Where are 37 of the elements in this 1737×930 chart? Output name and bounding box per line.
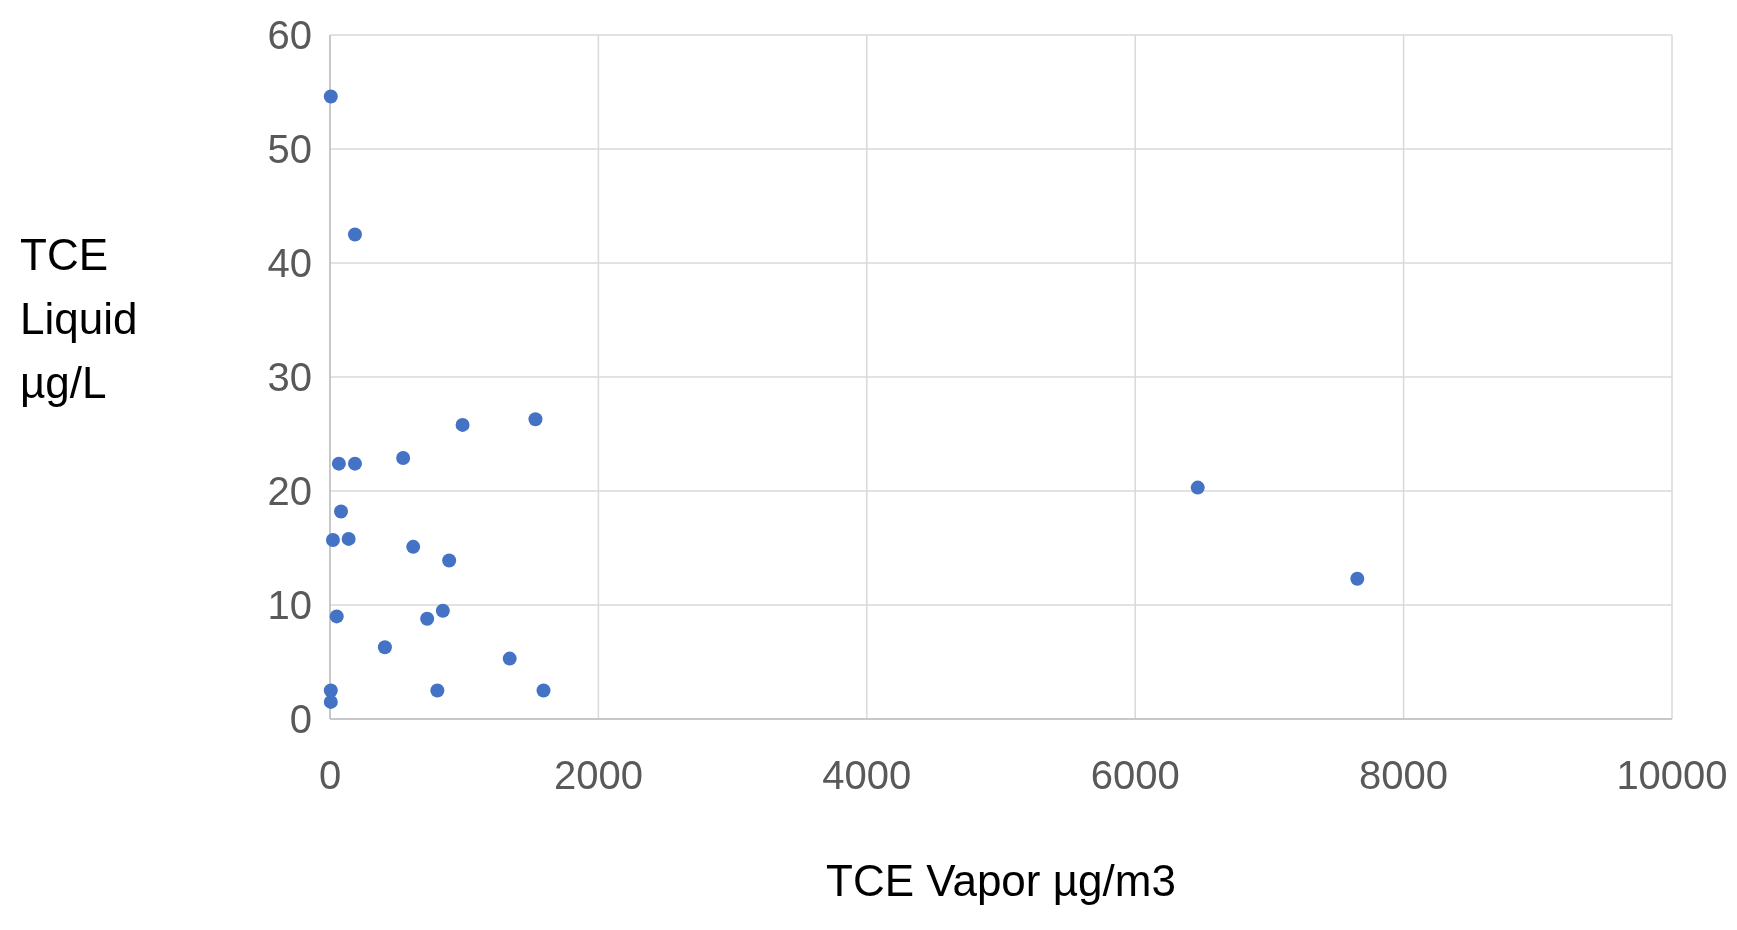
point [323,89,338,104]
point [502,651,517,666]
x-tick-label: 6000 [1090,753,1180,797]
point [528,412,543,427]
y-tick-label: 40 [267,241,312,285]
point [377,640,392,655]
point [1350,571,1365,586]
y-tick-label: 20 [267,469,312,513]
y-tick-label: 30 [267,355,312,399]
point [1190,480,1205,495]
point [347,456,362,471]
point [325,533,340,548]
y-axis-title: TCE Liquid µg/L [20,230,138,407]
x-tick-label: 4000 [822,753,912,797]
point [347,227,362,242]
point [430,683,445,698]
point [442,553,457,568]
x-tick-label: 0 [318,753,342,797]
point [341,531,356,546]
point [323,694,338,709]
point [334,504,348,519]
y-tick-label: 10 [267,583,312,627]
point [536,683,551,698]
point [435,603,450,618]
x-axis-title: TCE Vapor µg/m3 [826,856,1176,905]
y-tick-label: 0 [289,697,312,741]
x-tick-label: 2000 [553,753,643,797]
x-tick-label: 8000 [1359,753,1449,797]
x-tick-label: 10000 [1616,753,1728,797]
point [331,456,346,471]
point [396,450,411,465]
point [406,539,421,554]
point [420,611,435,626]
y-tick-label: 60 [267,13,312,57]
point [455,417,470,432]
point [329,609,344,624]
y-tick-label: 50 [267,127,312,171]
